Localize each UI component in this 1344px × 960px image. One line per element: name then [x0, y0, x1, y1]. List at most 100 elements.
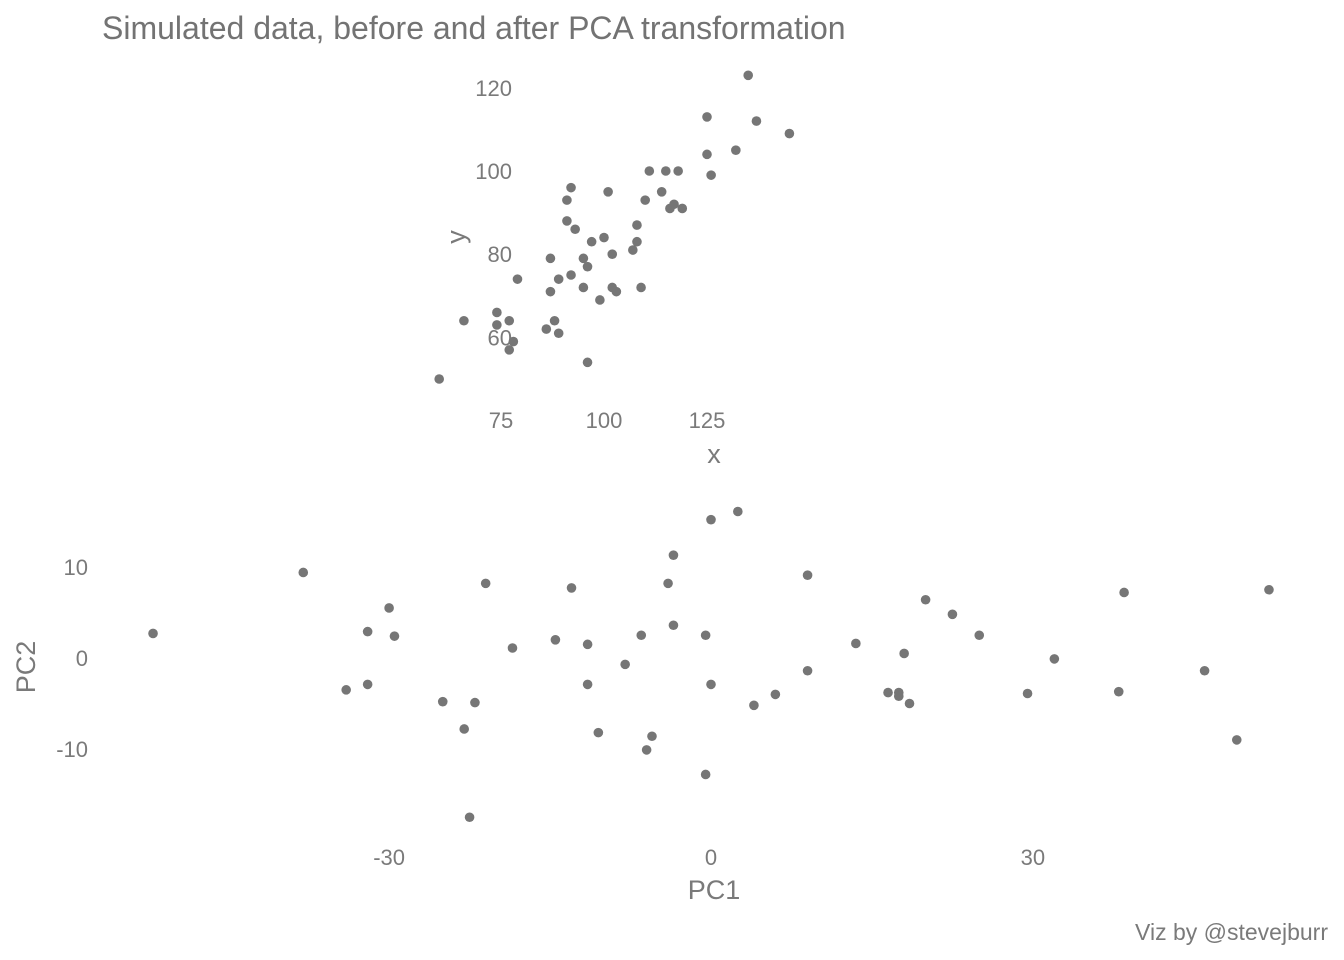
- pca-data-point: [851, 638, 861, 649]
- xy-data-point: [632, 236, 642, 247]
- pca-data-point: [636, 630, 647, 641]
- pca-data-point: [464, 812, 475, 823]
- pca-data-point: [1022, 688, 1033, 699]
- xy-data-point: [743, 70, 753, 81]
- pca-data-point: [148, 628, 158, 639]
- xy-y-tick-label: 100: [475, 159, 512, 184]
- pca-x-tick-label: 30: [1021, 845, 1045, 870]
- pca-data-point: [733, 506, 743, 517]
- xy-data-point: [607, 249, 618, 259]
- xy-data-point: [545, 253, 556, 264]
- xy-data-point: [504, 315, 515, 326]
- pca-data-point: [341, 685, 351, 695]
- pca-data-point: [668, 550, 679, 560]
- xy-data-point: [677, 203, 688, 214]
- pca-data-point: [582, 679, 593, 690]
- pca-data-point: [507, 643, 518, 653]
- pca-data-point: [802, 570, 813, 580]
- pca-data-point: [700, 769, 711, 780]
- pca-data-point: [749, 700, 759, 711]
- xy-data-point: [628, 245, 638, 255]
- pca-data-point: [459, 724, 470, 734]
- xy-data-point: [599, 232, 609, 243]
- pca-data-point: [389, 631, 400, 641]
- pca-data-point: [647, 731, 657, 742]
- xy-data-point: [656, 187, 667, 197]
- xy-data-point: [784, 128, 795, 139]
- pca-data-point: [893, 691, 904, 702]
- pca-data-point: [700, 630, 711, 641]
- xy-data-point: [570, 224, 580, 235]
- xy-data-point: [669, 199, 679, 210]
- pca-y-axis-label: PC2: [11, 641, 41, 694]
- xy-data-point: [566, 270, 576, 280]
- scatter-panel-pca: -30 0 30 -10 0 10 PC1 PC2: [11, 506, 1274, 905]
- xy-data-point: [508, 336, 519, 347]
- pca-data-point: [668, 620, 679, 631]
- xy-data-point: [586, 236, 597, 247]
- xy-data-point: [661, 166, 671, 176]
- xy-x-tick-label: 100: [586, 408, 623, 433]
- caption: Viz by @stevejburr: [1135, 919, 1328, 945]
- pca-data-point: [362, 626, 373, 637]
- pca-data-point: [566, 583, 577, 593]
- pca-data-point: [582, 639, 593, 650]
- pca-data-point: [362, 679, 373, 690]
- pca-data-point: [904, 698, 915, 709]
- xy-data-point: [562, 195, 572, 205]
- xy-data-point: [673, 166, 683, 176]
- xy-x-tick-label: 75: [489, 408, 513, 433]
- xy-data-point: [578, 282, 589, 293]
- xy-data-point: [512, 274, 523, 284]
- xy-data-point: [549, 315, 560, 326]
- xy-data-point: [545, 286, 556, 297]
- pca-x-tick-label: -30: [373, 845, 405, 870]
- xy-data-point: [582, 357, 593, 368]
- pca-data-point: [947, 609, 958, 620]
- xy-data-point: [632, 220, 642, 230]
- pca-data-point: [298, 567, 309, 578]
- xy-data-point: [636, 282, 646, 293]
- pca-data-point: [706, 679, 716, 690]
- pca-y-tick-label: -10: [56, 737, 88, 762]
- pca-y-tick-label: 10: [64, 555, 88, 580]
- xy-data-point: [562, 216, 572, 226]
- pca-data-point: [384, 603, 394, 613]
- xy-data-point: [731, 145, 741, 155]
- xy-data-point: [611, 286, 622, 297]
- pca-data-point: [437, 696, 448, 707]
- xy-data-point: [553, 274, 564, 284]
- xy-data-point: [504, 345, 515, 355]
- pca-data-point: [706, 514, 716, 525]
- xy-x-tick-label: 125: [689, 408, 726, 433]
- pca-x-axis-label: PC1: [688, 875, 741, 905]
- pca-data-point: [1049, 654, 1060, 664]
- pca-data-point: [770, 689, 781, 700]
- pca-data-point: [641, 745, 652, 755]
- pca-data-point: [550, 635, 561, 645]
- pca-data-point: [920, 594, 931, 605]
- pca-data-point: [620, 659, 630, 670]
- xy-data-point: [595, 295, 605, 305]
- xy-data-point: [702, 149, 712, 160]
- xy-y-tick-label: 80: [488, 242, 512, 267]
- pca-data-point: [974, 630, 985, 641]
- xy-data-point: [492, 320, 502, 330]
- pca-data-point: [1264, 584, 1274, 595]
- xy-data-point: [603, 187, 613, 197]
- xy-data-point: [434, 374, 445, 384]
- xy-data-point: [459, 315, 469, 326]
- xy-y-axis-label: y: [441, 230, 471, 244]
- pca-data-point: [883, 687, 893, 698]
- pca-data-point: [899, 648, 909, 659]
- xy-data-point: [702, 112, 712, 122]
- xy-y-tick-label: 120: [475, 76, 512, 101]
- pca-x-tick-label: 0: [705, 845, 717, 870]
- pca-data-point: [470, 697, 480, 708]
- xy-data-point: [644, 166, 655, 176]
- pca-data-point: [1199, 665, 1210, 676]
- xy-data-point: [566, 182, 576, 193]
- pca-data-point: [663, 578, 673, 589]
